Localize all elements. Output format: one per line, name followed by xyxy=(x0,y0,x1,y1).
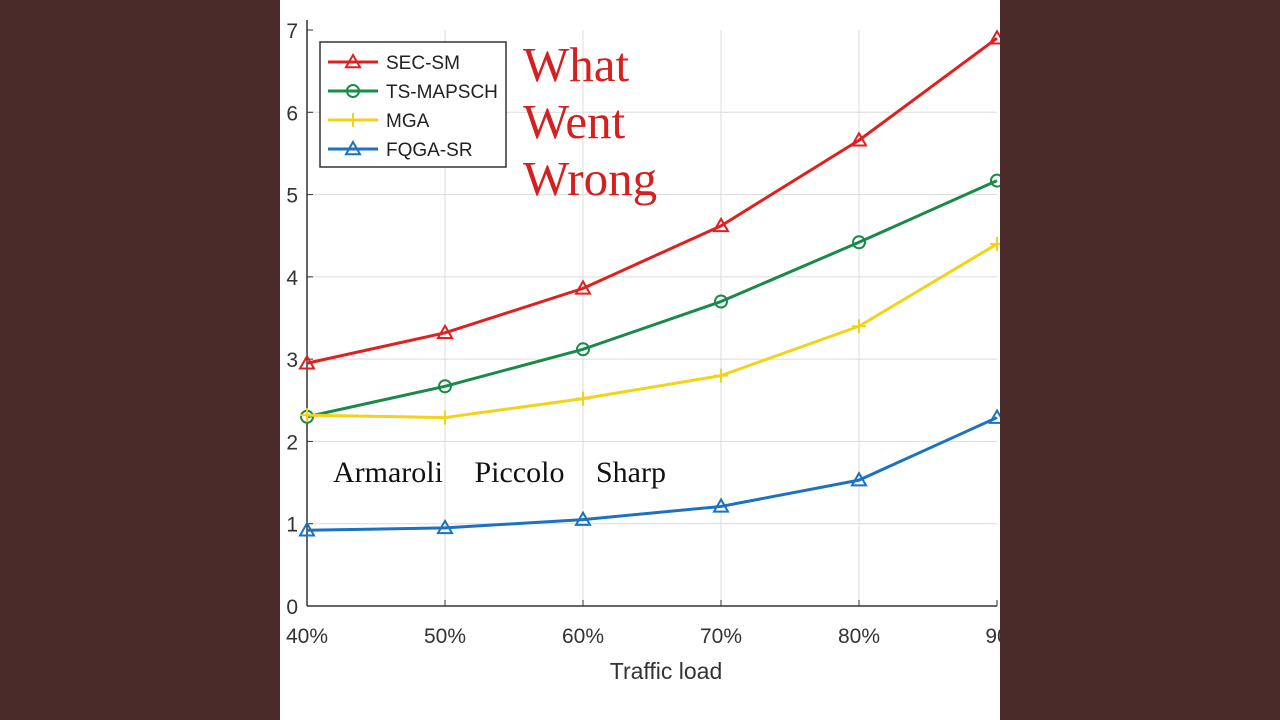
data-point xyxy=(988,408,1000,424)
overlay-names: Armaroli Piccolo Sharp xyxy=(333,456,690,490)
data-point xyxy=(438,410,452,425)
data-point xyxy=(712,216,730,233)
legend-marker xyxy=(346,113,360,127)
data-point xyxy=(988,29,1000,45)
x-tick-label: 40% xyxy=(286,625,328,648)
data-point xyxy=(576,342,590,357)
overlay-title: What Went Wrong xyxy=(523,36,657,207)
x-tick-label: 70% xyxy=(700,625,742,648)
legend-label: TS-MAPSCH xyxy=(386,82,498,103)
y-tick-label: 2 xyxy=(286,431,298,454)
x-tick-label: 60% xyxy=(562,625,604,648)
data-point xyxy=(990,173,1000,188)
y-tick-label: 5 xyxy=(286,185,298,208)
overlay-name: Sharp xyxy=(595,456,666,489)
data-point xyxy=(574,510,592,526)
legend-marker xyxy=(344,52,362,69)
legend-label: FQGA-SR xyxy=(386,140,473,161)
series-line-sec-sm xyxy=(306,37,998,365)
data-point xyxy=(990,236,1000,251)
overlay-name: Armaroli xyxy=(333,456,443,489)
data-point xyxy=(576,391,590,406)
y-tick-label: 7 xyxy=(286,20,298,43)
x-tick-label: 80% xyxy=(838,625,880,648)
data-point xyxy=(298,521,316,537)
overlay-title-line: Wrong xyxy=(523,151,658,206)
series-line-mga xyxy=(306,242,998,420)
legend-label: SEC-SM xyxy=(386,53,460,74)
series-line-ts-mapsch xyxy=(306,179,998,419)
legend-label: MGA xyxy=(386,111,430,132)
legend-marker xyxy=(344,139,362,156)
x-tick-label: 50% xyxy=(424,625,466,648)
y-tick-label: 0 xyxy=(286,596,298,619)
series-line-fqga-sr xyxy=(306,416,998,532)
data-point xyxy=(852,319,866,334)
data-point xyxy=(852,235,866,250)
data-point xyxy=(850,471,868,487)
data-point xyxy=(300,408,314,423)
data-point xyxy=(436,518,454,535)
x-tick-label: 90 xyxy=(985,625,1000,648)
data-point xyxy=(574,279,592,295)
overlay-title-line: What xyxy=(523,37,630,92)
line-chart: 0 1 2 3 4 5 6 7 40% 50% 60% 70% 80% 90 Traffic load SEC… xyxy=(286,20,1000,684)
data-point xyxy=(714,294,728,309)
data-point xyxy=(298,354,316,370)
overlay-title-line: Went xyxy=(523,94,626,149)
y-tick-label: 6 xyxy=(286,102,298,125)
data-point xyxy=(712,497,730,513)
data-point xyxy=(438,379,452,394)
overlay-name: Piccolo xyxy=(474,456,565,489)
chart-panel: 0 1 2 3 4 5 6 7 40% 50% 60% 70% 80% 90 Traffic load SEC… xyxy=(280,0,1000,720)
x-axis-label: Traffic load xyxy=(610,658,723,684)
data-point xyxy=(714,368,728,383)
y-tick-label: 3 xyxy=(286,349,298,372)
data-point xyxy=(850,131,868,147)
y-tick-label: 4 xyxy=(286,267,298,290)
legend-marker xyxy=(346,84,360,98)
data-point xyxy=(436,323,454,340)
y-tick-label: 1 xyxy=(286,514,298,537)
